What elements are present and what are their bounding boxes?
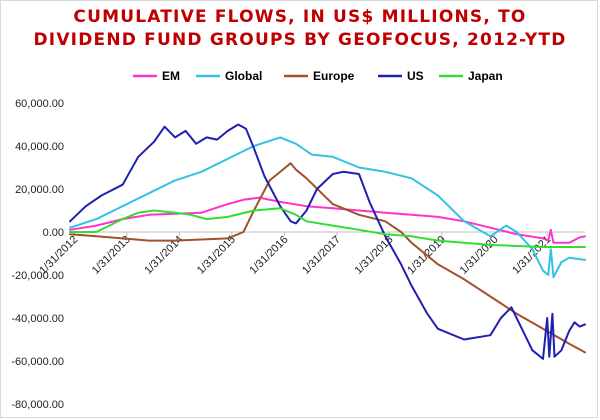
series-line-europe [69, 162, 586, 354]
y-tick-label: -40,000.00 [11, 313, 64, 325]
series-line-us [69, 123, 586, 360]
y-tick-label: 0.00 [43, 227, 64, 239]
series-line-global [69, 136, 586, 279]
legend-label-em: EM [162, 69, 180, 83]
x-tick-label: 1/31/2018 [353, 234, 396, 277]
plot-area [69, 123, 586, 360]
legend-label-europe: Europe [313, 69, 355, 83]
x-tick-label: 1/31/2020 [458, 234, 501, 277]
legend-label-japan: Japan [468, 69, 503, 83]
y-tick-label: 40,000.00 [15, 141, 64, 153]
chart-title-line-2: DIVIDEND FUND GROUPS BY GEOFOCUS, 2012-Y… [33, 30, 567, 50]
legend-label-us: US [407, 69, 424, 83]
x-tick-label: 1/31/2017 [300, 234, 343, 277]
chart-title-line-1: CUMULATIVE FLOWS, IN US$ MILLIONS, TO [73, 7, 527, 27]
x-tick-label: 1/31/2016 [247, 234, 290, 277]
y-tick-label: 20,000.00 [15, 184, 64, 196]
y-tick-label: 60,000.00 [15, 98, 64, 110]
series-line-japan [69, 207, 586, 248]
y-axis: 60,000.00 40,000.00 20,000.00 0.00 -20,000.0… [11, 98, 64, 411]
y-tick-label: -60,000.00 [11, 356, 64, 368]
legend-label-global: Global [225, 69, 262, 83]
chart-title: CUMULATIVE FLOWS, IN US$ MILLIONS, TO DI… [0, 6, 600, 52]
series-line-em [69, 196, 586, 244]
y-tick-label: -80,000.00 [11, 399, 64, 411]
legend: EM Global Europe US Japan [133, 69, 503, 83]
y-tick-label: -20,000.00 [11, 270, 64, 282]
x-tick-label: 1/31/2013 [90, 234, 133, 277]
